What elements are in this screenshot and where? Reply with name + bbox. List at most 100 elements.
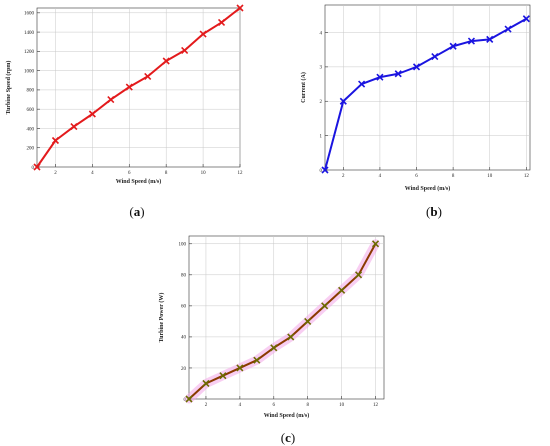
- y-tick-label: 2: [320, 100, 323, 105]
- marker-stroke: [236, 4, 244, 12]
- marker-stroke: [412, 63, 421, 71]
- y-tick-label: 0: [32, 166, 35, 171]
- data-point-marker: [253, 356, 261, 364]
- marker-stroke: [449, 42, 457, 50]
- panel-label-b: (b): [426, 204, 442, 219]
- marker-stroke: [162, 57, 170, 65]
- data-point-marker: [144, 72, 152, 80]
- x-tick-label: 4: [91, 171, 94, 176]
- x-tick-label: 12: [238, 171, 244, 176]
- data-point-marker: [339, 97, 347, 105]
- marker-stroke: [354, 271, 363, 279]
- data-point-marker: [185, 395, 193, 403]
- data-point-marker: [236, 4, 244, 12]
- marker-stroke: [304, 317, 312, 325]
- x-tick-label: 10: [487, 174, 493, 179]
- panel-label-c: (c): [281, 430, 295, 445]
- x-tick-label: 4: [379, 174, 382, 179]
- marker-stroke: [338, 286, 346, 294]
- data-point-marker: [321, 302, 329, 310]
- data-point-marker: [270, 344, 278, 352]
- y-axis-label: Turbine Power (W): [158, 293, 165, 343]
- y-tick-label: 40: [181, 336, 187, 341]
- y-tick-label: 1: [320, 134, 323, 139]
- y-tick-label: 400: [27, 127, 35, 132]
- y-tick-label: 1600: [24, 12, 35, 17]
- x-tick-label: 12: [524, 174, 530, 179]
- marker-stroke: [236, 364, 244, 372]
- data-point-marker: [431, 52, 439, 61]
- marker-stroke: [504, 25, 512, 33]
- data-point-marker: [371, 240, 380, 248]
- marker-stroke: [376, 73, 384, 81]
- data-point-marker: [287, 333, 295, 341]
- marker-stroke: [202, 379, 210, 388]
- marker-stroke: [270, 344, 278, 352]
- data-point-marker: [125, 83, 133, 91]
- marker-stroke: [181, 46, 189, 54]
- x-tick-label: 2: [205, 403, 208, 408]
- x-tick-label: 12: [373, 403, 379, 408]
- x-axis-label: Wind Speed (m/s): [264, 412, 310, 419]
- marker-stroke: [199, 30, 207, 38]
- data-point-marker: [51, 136, 60, 145]
- x-tick-label: 6: [273, 403, 276, 408]
- y-tick-label: 60: [181, 305, 187, 310]
- y-axis-label: Current (A): [300, 72, 307, 103]
- marker-stroke: [185, 395, 193, 403]
- data-point-marker: [486, 35, 494, 43]
- x-tick-label: 6: [415, 174, 418, 179]
- x-tick-label: 6: [128, 171, 131, 176]
- data-point-marker: [107, 95, 115, 104]
- marker-stroke: [70, 122, 78, 131]
- marker-stroke: [467, 37, 475, 45]
- y-tick-label: 1000: [24, 69, 35, 74]
- y-tick-label: 1400: [24, 31, 35, 36]
- x-tick-label: 8: [452, 174, 455, 179]
- data-point-marker: [70, 122, 78, 131]
- marker-stroke: [253, 356, 261, 364]
- marker-stroke: [321, 302, 329, 310]
- x-tick-label: 8: [306, 403, 309, 408]
- marker-stroke: [522, 15, 530, 23]
- y-tick-label: 800: [27, 89, 35, 94]
- data-point-marker: [338, 286, 346, 294]
- x-tick-label: 8: [165, 171, 168, 176]
- data-point-marker: [522, 15, 530, 23]
- x-axis-label: Wind Speed (m/s): [405, 185, 451, 192]
- marker-stroke: [217, 18, 226, 27]
- marker-stroke: [394, 70, 402, 78]
- x-tick-label: 10: [339, 403, 345, 408]
- marker-stroke: [107, 95, 115, 104]
- data-point-marker: [162, 57, 170, 65]
- y-tick-label: 100: [179, 243, 187, 248]
- data-point-marker: [304, 317, 312, 325]
- panel-label-a: (a): [129, 204, 144, 219]
- marker-stroke: [88, 110, 96, 118]
- y-tick-label: 600: [27, 108, 35, 113]
- data-point-marker: [217, 18, 226, 27]
- marker-stroke: [287, 333, 295, 341]
- data-point-marker: [412, 63, 421, 71]
- plot-frame: [324, 4, 531, 171]
- y-tick-label: 1200: [24, 50, 35, 55]
- data-point-marker: [358, 80, 366, 88]
- marker-stroke: [51, 136, 60, 145]
- data-point-marker: [354, 271, 363, 279]
- data-point-marker: [199, 30, 207, 38]
- marker-stroke: [358, 80, 366, 88]
- data-point-marker: [467, 37, 475, 45]
- data-point-marker: [321, 166, 329, 174]
- x-axis-label: Wind Speed (m/s): [116, 178, 162, 185]
- data-point-marker: [219, 372, 227, 380]
- data-point-marker: [236, 364, 244, 372]
- x-tick-label: 4: [239, 403, 242, 408]
- data-point-marker: [376, 73, 384, 81]
- data-point-marker: [88, 110, 96, 118]
- data-point-marker: [449, 42, 457, 50]
- y-tick-label: 20: [181, 367, 187, 372]
- marker-stroke: [33, 163, 41, 171]
